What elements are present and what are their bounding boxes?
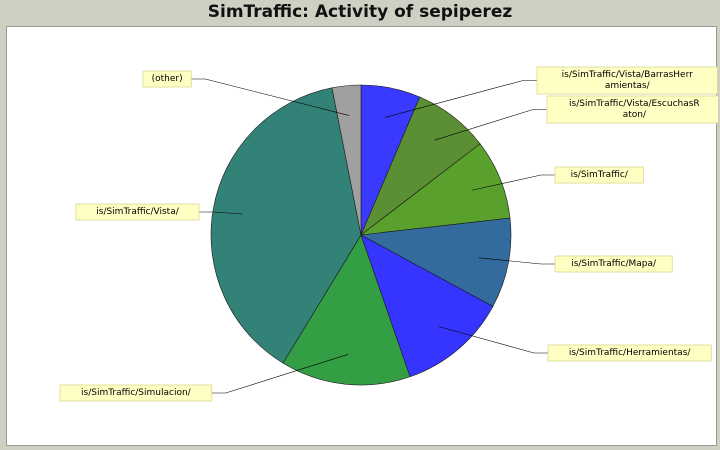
slice-label: amientas/ — [605, 81, 651, 91]
slice-label: is/SimTraffic/ — [571, 170, 629, 180]
pie-slice — [360, 217, 512, 307]
slice-label: is/SimTraffic/Simulacion/ — [81, 388, 192, 398]
leader-line — [384, 80, 537, 118]
slice-label: is/SimTraffic/Herramientas/ — [569, 348, 692, 358]
slice-label: (other) — [152, 74, 183, 84]
leader-line — [434, 109, 547, 141]
slice-label: is/SimTraffic/Mapa/ — [571, 259, 657, 269]
label-box — [142, 70, 192, 88]
slice-label: aton/ — [623, 110, 647, 120]
chart-title: SimTraffic: Activity of sepiperez — [207, 2, 513, 22]
pie-chart: is/SimTraffic/Vista/BarrasHerramientas/i… — [59, 66, 718, 402]
pie-slice — [360, 234, 494, 378]
plot-area: is/SimTraffic/Vista/BarrasHerr amientas/i… — [6, 26, 718, 446]
leader-line — [472, 174, 555, 191]
label-box — [546, 95, 718, 124]
label-box — [554, 166, 644, 184]
pie-slice — [210, 87, 362, 364]
leader-line — [478, 257, 555, 265]
leader-line — [191, 78, 350, 116]
label-box — [547, 344, 712, 362]
label-box — [536, 66, 718, 95]
leader-line — [211, 354, 349, 394]
pie-slice — [282, 234, 411, 386]
label-box — [75, 203, 200, 221]
label-box — [554, 255, 673, 273]
slice-label: is/SimTraffic/Vista/BarrasHerr — [562, 70, 693, 80]
pie-slice — [331, 84, 362, 236]
label-box — [59, 384, 213, 402]
slice-label: is/SimTraffic/Vista/ — [96, 207, 179, 217]
leader-line — [438, 326, 548, 354]
leader-line — [199, 211, 243, 215]
slice-label: is/SimTraffic/Vista/EscuchasR — [569, 99, 700, 109]
